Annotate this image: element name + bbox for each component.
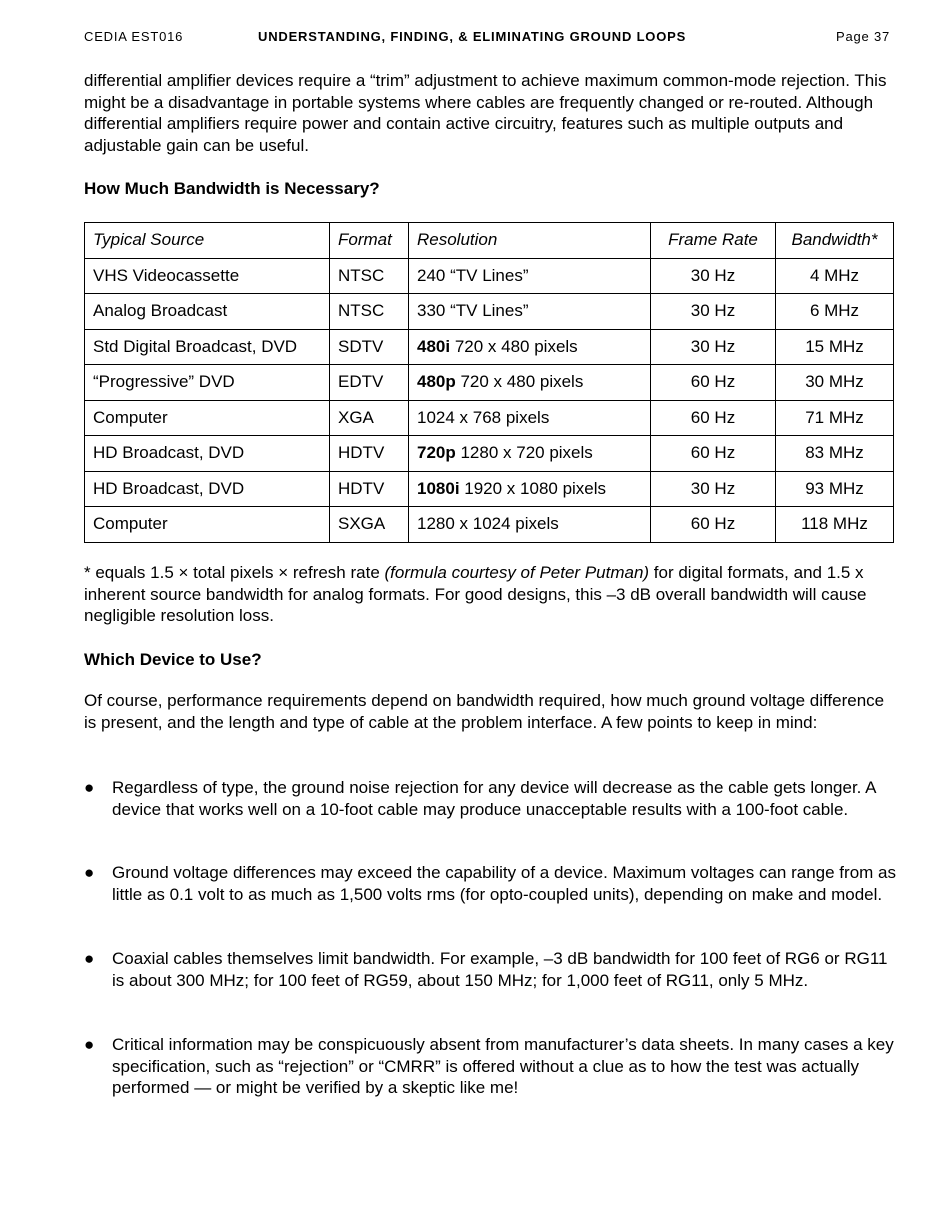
- footnote-credit: (formula courtesy of Peter Putman): [384, 563, 650, 582]
- cell-frame-rate: 60 Hz: [650, 506, 776, 543]
- cell-resolution: 1080i 1920 x 1080 pixels: [408, 470, 651, 507]
- cell-resolution: 480p 720 x 480 pixels: [408, 364, 651, 401]
- cell-bandwidth: 93 MHz: [775, 470, 894, 507]
- device-paragraph: Of course, performance requirements depe…: [84, 691, 885, 732]
- cell-format: NTSC: [329, 293, 409, 330]
- cell-source: “Progressive” DVD: [84, 364, 330, 401]
- resolution-mode: 480p: [417, 372, 456, 392]
- cell-bandwidth: 118 MHz: [775, 506, 894, 543]
- cell-resolution: 1024 x 768 pixels: [408, 399, 651, 436]
- cell-resolution: 720p 1280 x 720 pixels: [408, 435, 651, 472]
- table-row: HD Broadcast, DVD HDTV 720p 1280 x 720 pix…: [84, 435, 894, 472]
- bandwidth-heading: How Much Bandwidth is Necessary?: [84, 179, 380, 198]
- resolution-text: 240 “TV Lines”: [417, 265, 529, 285]
- table-row: Computer SXGA 1280 x 1024 pixels 60 Hz 118 M…: [84, 506, 894, 543]
- cell-bandwidth: 6 MHz: [775, 293, 894, 330]
- intro-paragraph: differential amplifier devices require a…: [84, 71, 887, 155]
- table-row: Computer XGA 1024 x 768 pixels 60 Hz 71 MHz: [84, 399, 894, 436]
- cell-format: HDTV: [329, 435, 409, 472]
- cell-bandwidth: 4 MHz: [775, 257, 894, 294]
- footnote: * equals 1.5 × total pixels × refresh ra…: [84, 562, 899, 627]
- footnote-text-cont: for digital formats, and 1.5 x inherent …: [84, 563, 867, 625]
- cell-resolution: 240 “TV Lines”: [408, 257, 651, 294]
- cell-resolution: 330 “TV Lines”: [408, 293, 651, 330]
- resolution-mode: 1080i: [417, 478, 460, 498]
- cell-bandwidth: 83 MHz: [775, 435, 894, 472]
- cell-frame-rate: 60 Hz: [650, 364, 776, 401]
- cell-bandwidth: 71 MHz: [775, 399, 894, 436]
- bullet-icon: ●: [84, 778, 95, 797]
- cell-format: XGA: [329, 399, 409, 436]
- footnote-text: * equals 1.5 × total pixels × refresh ra…: [84, 563, 385, 582]
- table-row: Analog Broadcast NTSC 330 “TV Lines” 30 Hz 6…: [84, 293, 894, 330]
- device-heading: Which Device to Use?: [84, 650, 262, 669]
- table-row: HD Broadcast, DVD HDTV 1080i 1920 x 1080 p…: [84, 470, 894, 507]
- cell-source: HD Broadcast, DVD: [84, 435, 330, 472]
- cell-frame-rate: 30 Hz: [650, 328, 776, 365]
- col-header-source: Typical Source: [84, 222, 330, 259]
- cell-resolution: 1280 x 1024 pixels: [408, 506, 651, 543]
- cell-frame-rate: 60 Hz: [650, 399, 776, 436]
- resolution-text: 720 x 480 pixels: [450, 336, 578, 356]
- bullet-text: Critical information may be conspicuousl…: [112, 1035, 894, 1097]
- bullet-text: Regardless of type, the ground noise rej…: [112, 778, 876, 819]
- col-header-resolution: Resolution: [408, 222, 651, 259]
- cell-format: HDTV: [329, 470, 409, 507]
- cell-format: EDTV: [329, 364, 409, 401]
- cell-format: NTSC: [329, 257, 409, 294]
- bullet-text: Coaxial cables themselves limit bandwidt…: [112, 949, 888, 990]
- col-header-format: Format: [329, 222, 409, 259]
- cell-resolution: 480i 720 x 480 pixels: [408, 328, 651, 365]
- cell-source: Computer: [84, 399, 330, 436]
- cell-source: HD Broadcast, DVD: [84, 470, 330, 507]
- cell-format: SXGA: [329, 506, 409, 543]
- cell-frame-rate: 60 Hz: [650, 435, 776, 472]
- resolution-mode: 480i: [417, 336, 451, 356]
- resolution-text: 330 “TV Lines”: [417, 301, 529, 321]
- table-header-row: Typical Source Format Resolution Frame R…: [84, 222, 894, 259]
- col-header-bandwidth: Bandwidth*: [775, 222, 894, 259]
- cell-source: Computer: [84, 506, 330, 543]
- resolution-text: 1920 x 1080 pixels: [459, 478, 607, 498]
- table-row: Std Digital Broadcast, DVD SDTV 480i 720 x…: [84, 328, 894, 365]
- resolution-text: 1280 x 720 pixels: [455, 443, 593, 463]
- resolution-text: 720 x 480 pixels: [455, 372, 584, 392]
- table-row: VHS Videocassette NTSC 240 “TV Lines” 30 Hz…: [84, 257, 894, 294]
- bullet-item: ● Ground voltage differences may exceed t…: [84, 862, 899, 905]
- cell-frame-rate: 30 Hz: [650, 470, 776, 507]
- col-header-frame-rate: Frame Rate: [650, 222, 776, 259]
- cell-bandwidth: 30 MHz: [775, 364, 894, 401]
- bullet-icon: ●: [84, 863, 95, 882]
- table-row: “Progressive” DVD EDTV 480p 720 x 480 pixe…: [84, 364, 894, 401]
- bullet-icon: ●: [84, 1035, 95, 1054]
- bullet-item: ● Regardless of type, the ground noise re…: [84, 777, 899, 820]
- bullet-item: ● Coaxial cables themselves limit bandwid…: [84, 948, 899, 991]
- resolution-mode: 720p: [417, 443, 456, 463]
- header-title: UNDERSTANDING, FINDING, & ELIMINATING GR…: [258, 29, 687, 44]
- header-page-number: Page 37: [836, 29, 891, 44]
- resolution-text: 1280 x 1024 pixels: [417, 514, 559, 534]
- cell-source: Std Digital Broadcast, DVD: [84, 328, 330, 365]
- resolution-text: 1024 x 768 pixels: [417, 407, 550, 427]
- bullet-icon: ●: [84, 949, 95, 968]
- cell-source: VHS Videocassette: [84, 257, 330, 294]
- bullet-item: ● Critical information may be conspicuous…: [84, 1034, 899, 1099]
- bandwidth-table: Typical Source Format Resolution Frame R…: [84, 222, 894, 543]
- header-doc-id: CEDIA EST016: [84, 29, 184, 44]
- cell-format: SDTV: [329, 328, 409, 365]
- bullet-text: Ground voltage differences may exceed th…: [112, 863, 896, 904]
- cell-frame-rate: 30 Hz: [650, 293, 776, 330]
- cell-frame-rate: 30 Hz: [650, 257, 776, 294]
- cell-bandwidth: 15 MHz: [775, 328, 894, 365]
- cell-source: Analog Broadcast: [84, 293, 330, 330]
